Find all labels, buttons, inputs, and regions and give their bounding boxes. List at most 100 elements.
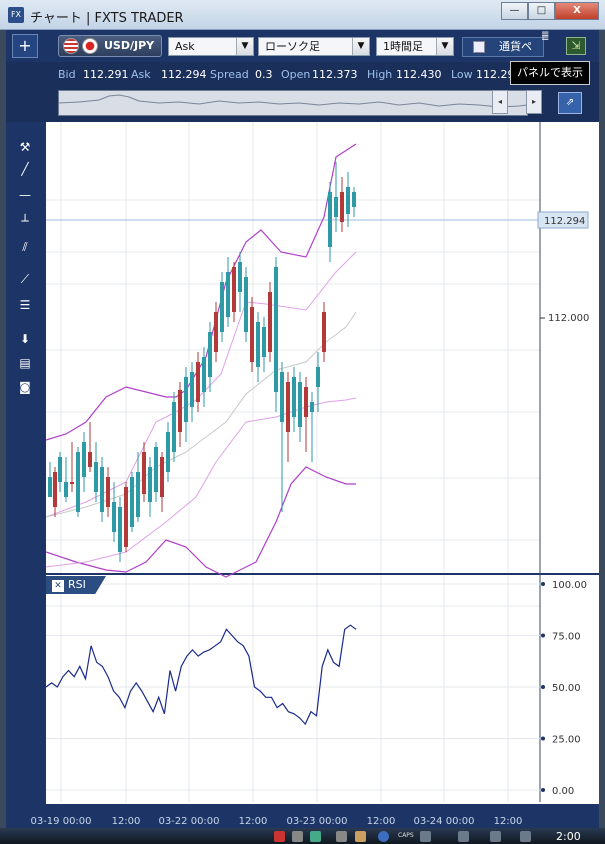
candle-body xyxy=(286,382,290,432)
list-icon[interactable]: ▤ xyxy=(19,356,31,370)
minimize-button[interactable]: — xyxy=(501,2,528,20)
candle-body xyxy=(82,442,86,477)
chevron-down-icon: ▼ xyxy=(236,38,253,55)
currency-pair-label: USD/JPY xyxy=(104,39,155,52)
candle-body xyxy=(130,477,134,527)
rsi-panel-tag: ✕ RSI xyxy=(46,576,106,594)
bollinger-lower-line xyxy=(46,466,356,578)
show-panel-button[interactable]: ⇲ xyxy=(566,37,586,55)
time-axis-label: 12:00 xyxy=(366,816,396,827)
time-axis-label: 12:00 xyxy=(493,816,523,827)
currency-pair-checkbox[interactable]: 通貨ペ xyxy=(462,37,544,57)
tray-app-icon[interactable] xyxy=(310,831,321,842)
chart-type-value: ローソク足 xyxy=(265,40,320,53)
chart-canvas: 112.294 112.000 100.00 75.00 50.00 25.00 0.00 xyxy=(46,122,599,802)
timeframe-select[interactable]: 1時間足 ▼ xyxy=(376,37,454,56)
close-rsi-icon[interactable]: ✕ xyxy=(52,580,64,592)
chevron-down-icon: ▼ xyxy=(436,38,453,55)
close-button[interactable]: X xyxy=(555,2,599,20)
chart-toolbar: + USD/JPY Ask ▼ ローソク足 ▼ 1時間足 ▼ 通貨ペ ≡ ≡ ⇲ xyxy=(6,30,599,62)
tray-app-icon[interactable] xyxy=(355,831,366,842)
candle-body xyxy=(310,402,314,412)
horizontal-line-icon[interactable]: — xyxy=(19,188,31,202)
time-axis-label: 12:00 xyxy=(238,816,268,827)
tray-app-icon[interactable] xyxy=(274,831,285,842)
rsi-tick-dot xyxy=(541,582,545,586)
add-chart-button[interactable]: + xyxy=(12,34,38,58)
time-axis-label: 03-23 00:00 xyxy=(286,816,348,827)
scroll-left-button[interactable]: ◂ xyxy=(492,90,508,114)
candle-body xyxy=(262,327,266,357)
time-axis xyxy=(6,804,599,828)
expand-button[interactable]: ⇗ xyxy=(558,92,582,114)
fibonacci-icon[interactable]: ☰ xyxy=(19,298,31,312)
help-icon[interactable] xyxy=(378,831,389,842)
tray-app-icon[interactable] xyxy=(336,831,347,842)
download-icon[interactable]: ⬇ xyxy=(19,332,31,346)
candle-body xyxy=(244,277,248,332)
trend-line-icon[interactable]: ╱ xyxy=(21,162,29,176)
time-axis-label: 03-22 00:00 xyxy=(158,816,220,827)
bollinger-upper-line xyxy=(46,143,357,441)
candle-body xyxy=(112,502,116,532)
channel-icon[interactable]: ⫽ xyxy=(22,240,28,254)
price-side-select[interactable]: Ask ▼ xyxy=(168,37,254,56)
chart-type-select[interactable]: ローソク足 ▼ xyxy=(258,37,370,56)
candle-body xyxy=(64,482,68,497)
time-axis-label: 12:00 xyxy=(111,816,141,827)
candle-body xyxy=(88,452,92,467)
candle-body xyxy=(166,432,170,472)
candle-body xyxy=(53,472,57,507)
rsi-label: RSI xyxy=(68,578,86,591)
rsi-tick-label: 50.00 xyxy=(552,683,581,694)
candle-body xyxy=(274,267,278,392)
maximize-button[interactable]: □ xyxy=(528,2,555,20)
overview-navigator: ◂ ▸ ⇗ xyxy=(6,86,599,122)
candle-body xyxy=(106,477,110,507)
candle-body xyxy=(118,507,122,552)
tray-app-icon[interactable] xyxy=(420,831,431,842)
scroll-right-button[interactable]: ▸ xyxy=(526,90,542,114)
candle-body xyxy=(214,312,218,352)
current-price-badge xyxy=(537,211,589,229)
chart-area[interactable]: 112.294 112.000 100.00 75.00 50.00 25.00 0.00 xyxy=(46,122,599,804)
candle-body xyxy=(352,192,356,207)
candle-body xyxy=(316,367,320,387)
price-side-value: Ask xyxy=(175,40,195,53)
bid-value: 112.291 xyxy=(83,68,129,81)
candle-body xyxy=(292,377,296,417)
hammer-icon[interactable]: ⚒ xyxy=(19,140,31,154)
high-label: High xyxy=(367,68,393,81)
candle-body xyxy=(148,467,152,502)
tray-app-icon[interactable] xyxy=(292,831,303,842)
volume-icon[interactable] xyxy=(490,831,501,842)
taskbar: CAPS 2:00 xyxy=(0,828,605,844)
price-level-label: 112.000 xyxy=(548,313,589,324)
window-title: チャート | FXTS TRADER xyxy=(30,11,184,26)
menu-icon[interactable]: ≡ ≡ xyxy=(541,29,550,44)
tray-app-icon[interactable] xyxy=(520,831,531,842)
time-axis-label: 03-19 00:00 xyxy=(30,816,92,827)
fan-icon[interactable]: ⟋ xyxy=(20,272,30,286)
window-controls: — □ X xyxy=(501,2,599,20)
candle-body xyxy=(334,197,338,217)
overview-track[interactable] xyxy=(58,90,528,116)
low-label: Low xyxy=(451,68,473,81)
camera-icon[interactable]: ◙ xyxy=(19,380,31,394)
high-value: 112.430 xyxy=(396,68,442,81)
candle-body xyxy=(298,382,302,427)
low-value: 112.29 xyxy=(476,68,515,81)
bid-label: Bid xyxy=(58,68,76,81)
rsi-tick-dot xyxy=(541,633,545,638)
vertical-line-icon[interactable]: ┴ xyxy=(21,214,29,228)
show-panel-tooltip: パネルで表示 xyxy=(510,61,590,85)
open-label: Open xyxy=(281,68,311,81)
network-icon[interactable] xyxy=(458,831,469,842)
candle-body xyxy=(154,447,158,492)
candle-body xyxy=(124,487,128,547)
candle-body xyxy=(328,192,332,247)
rsi-tick-label: 100.00 xyxy=(552,580,587,591)
candle-body xyxy=(76,452,80,512)
currency-pair-button[interactable]: USD/JPY xyxy=(58,35,162,57)
candle-body xyxy=(178,390,182,432)
